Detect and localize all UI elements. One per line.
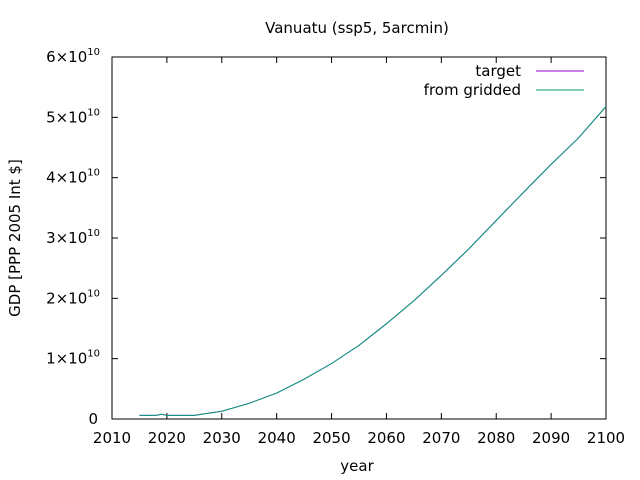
y-tick-mantissa: 3×10	[46, 229, 87, 247]
y-tick-mantissa: 4×10	[46, 169, 87, 187]
y-tick-label: 2×1010	[46, 288, 100, 307]
series-line-0	[139, 106, 607, 416]
x-tick-label: 2080	[477, 429, 515, 447]
plot-frame	[111, 56, 607, 420]
chart-title: Vanuatu (ssp5, 5arcmin)	[265, 19, 449, 37]
y-tick-mantissa: 2×10	[46, 289, 87, 307]
x-tick-label: 2060	[367, 429, 405, 447]
x-tick-label: 2020	[148, 429, 186, 447]
y-tick-label: 0	[88, 410, 98, 428]
y-axis-label: GDP [PPP 2005 Int $]	[6, 159, 24, 317]
y-tick-exponent: 10	[87, 228, 100, 239]
plot-border	[111, 56, 607, 420]
x-tick-label: 2090	[532, 429, 570, 447]
y-tick-label: 3×1010	[46, 228, 100, 247]
x-tick-label: 2040	[258, 429, 296, 447]
x-axis-label: year	[340, 457, 374, 475]
y-tick-exponent: 10	[87, 107, 100, 118]
y-tick-mantissa: 6×10	[46, 48, 87, 66]
y-tick-label: 4×1010	[46, 168, 100, 187]
series-lines	[139, 106, 607, 416]
y-tick-exponent: 10	[87, 288, 100, 299]
series-line-1	[139, 106, 607, 416]
x-tick-label: 2050	[312, 429, 350, 447]
x-tick-label: 2010	[93, 429, 131, 447]
y-tick-mantissa: 1×10	[46, 350, 87, 368]
x-tick-label: 2100	[587, 429, 625, 447]
y-tick-exponent: 10	[87, 349, 100, 360]
y-tick-mantissa: 0	[88, 410, 98, 428]
y-tick-label: 6×1010	[46, 47, 100, 66]
y-tick-label: 5×1010	[46, 107, 100, 126]
y-tick-label: 1×1010	[46, 349, 100, 368]
x-axis-ticks: 2010 2020 2030 2040 2050 2060 2070 2080 2090 2100	[93, 57, 625, 447]
x-tick-label: 2030	[203, 429, 241, 447]
legend-label: target	[475, 62, 521, 80]
y-tick-exponent: 10	[87, 168, 100, 179]
y-tick-mantissa: 5×10	[46, 108, 87, 126]
y-tick-exponent: 10	[87, 47, 100, 58]
legend-label: from gridded	[424, 81, 521, 99]
x-tick-label: 2070	[422, 429, 460, 447]
